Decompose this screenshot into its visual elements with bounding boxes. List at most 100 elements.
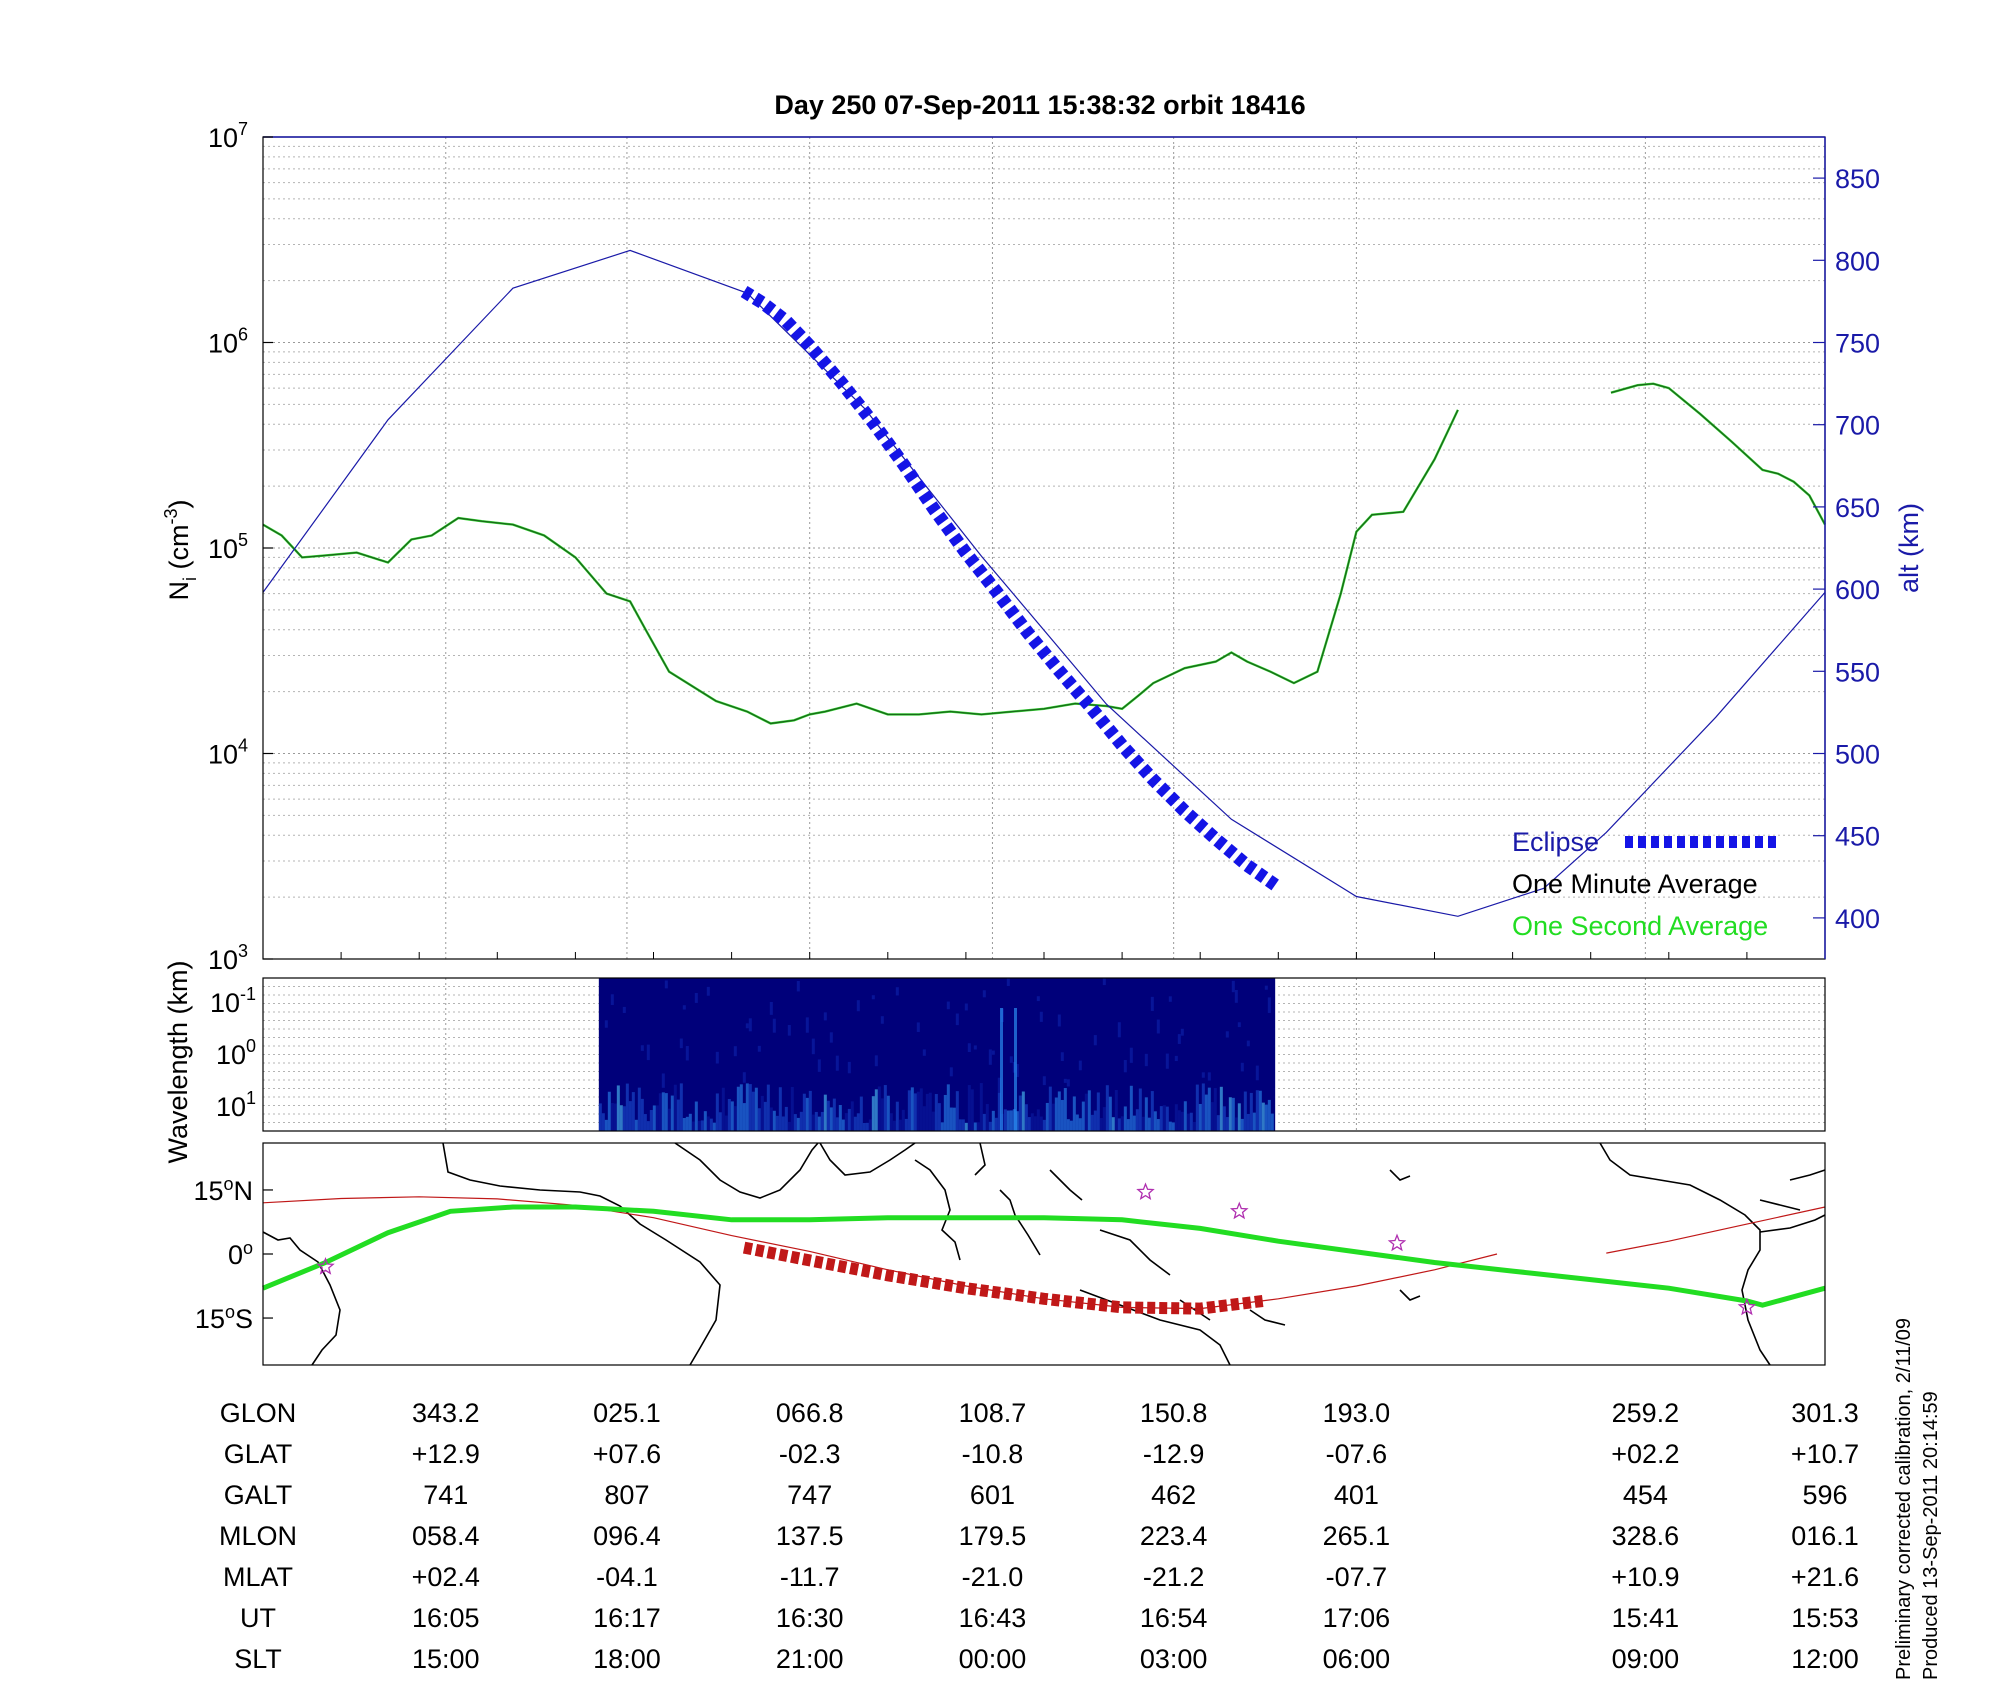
altitude-line bbox=[262, 249, 1826, 917]
spectrogram-cell bbox=[1156, 1119, 1160, 1131]
wavelength-tick-base: 10 bbox=[216, 1040, 246, 1070]
latitude-tick-hemisphere: S bbox=[235, 1304, 253, 1334]
orbit-table-cell: 328.6 bbox=[1612, 1521, 1680, 1551]
spectrogram-cell bbox=[1117, 1118, 1121, 1131]
spectrogram-cell bbox=[757, 1108, 761, 1131]
spectrogram-cell bbox=[1255, 1090, 1259, 1131]
spectrogram-cell bbox=[1159, 1106, 1163, 1131]
spectrogram-cell bbox=[781, 1116, 785, 1131]
spectrogram-cell bbox=[1084, 1093, 1088, 1131]
density-tick-exponent: 6 bbox=[238, 325, 248, 345]
density-tick-label: 104 bbox=[208, 736, 248, 770]
spectrogram-cell bbox=[682, 1005, 686, 1010]
orbit-table-cell: +02.4 bbox=[412, 1562, 480, 1592]
orbit-table-cell: 16:30 bbox=[776, 1603, 844, 1633]
coastline-path bbox=[914, 1159, 961, 1261]
density-label-unit: (cm bbox=[164, 525, 194, 577]
spectrogram-cell bbox=[967, 1085, 971, 1131]
orbit-table-cell: -02.3 bbox=[779, 1439, 841, 1469]
spectrogram-cell bbox=[1009, 1110, 1013, 1131]
one-minute-average-line bbox=[262, 409, 1459, 725]
spectrogram-cell bbox=[1114, 1089, 1118, 1131]
spectrogram-cell bbox=[1135, 1109, 1139, 1131]
spectrogram-cell bbox=[1237, 1103, 1241, 1131]
spectrogram-cell bbox=[694, 1101, 698, 1131]
altitude-tick-label: 750 bbox=[1835, 329, 1880, 359]
spectrogram-cell bbox=[847, 1108, 851, 1131]
spectrogram-cell bbox=[766, 1084, 770, 1131]
density-tick-exponent: 3 bbox=[238, 941, 248, 961]
coastline-path bbox=[674, 1142, 819, 1199]
density-label-close: ) bbox=[164, 500, 194, 509]
orbit-table-cell: 343.2 bbox=[412, 1398, 480, 1428]
spectrogram-cell bbox=[715, 1093, 719, 1131]
density-label-n: N bbox=[164, 581, 194, 601]
spectrogram-cell bbox=[1270, 1113, 1274, 1131]
spectrogram-cell bbox=[1240, 1062, 1244, 1072]
latitude-tick-hemisphere: N bbox=[234, 1176, 254, 1206]
spectrogram-cell bbox=[769, 1001, 773, 1015]
legend-one-second-label: One Second Average bbox=[1512, 911, 1768, 941]
spectrogram-cell bbox=[1249, 1092, 1253, 1131]
spectrogram-cell bbox=[745, 1083, 749, 1131]
spectrogram-cell bbox=[955, 1013, 959, 1026]
spectrogram-cell bbox=[952, 1107, 956, 1131]
spectrogram-cell bbox=[802, 1093, 806, 1131]
spectrogram-cell bbox=[745, 1023, 749, 1029]
spectrogram-cell bbox=[679, 1038, 683, 1049]
orbit-table-cell: 223.4 bbox=[1140, 1521, 1208, 1551]
latitude-tick-label: 0o bbox=[228, 1238, 253, 1270]
wavelength-tick-label: 100 bbox=[216, 1036, 256, 1070]
orbit-table-cell: 596 bbox=[1802, 1480, 1847, 1510]
orbit-table-cell: -21.0 bbox=[962, 1562, 1024, 1592]
density-tick-label: 105 bbox=[208, 530, 248, 564]
spectrogram-cell bbox=[1246, 1040, 1250, 1047]
spectrogram-cell bbox=[871, 1096, 875, 1131]
spectrogram-cell bbox=[625, 1083, 629, 1131]
spectrogram-cell bbox=[1207, 1072, 1211, 1081]
spectrogram-cell bbox=[1126, 1119, 1130, 1131]
spectrogram-cell bbox=[823, 1012, 827, 1021]
latitude-tick-label: 15oN bbox=[193, 1174, 253, 1206]
orbit-table-cell: -10.8 bbox=[962, 1439, 1024, 1469]
density-tick-exponent: 5 bbox=[238, 530, 248, 550]
spectrogram-cell bbox=[916, 1022, 920, 1032]
spectrogram-cell bbox=[772, 1018, 776, 1033]
coastline-path bbox=[1789, 1169, 1826, 1181]
altitude-tick-label: 450 bbox=[1835, 822, 1880, 852]
spectrogram-cell bbox=[922, 1106, 926, 1131]
spectrogram-cell bbox=[814, 1111, 818, 1131]
altitude-tick-label: 700 bbox=[1835, 411, 1880, 441]
spectrogram-cell bbox=[1156, 1019, 1160, 1034]
orbit-table-cell: 18:00 bbox=[593, 1644, 661, 1674]
spectrogram-cell bbox=[988, 1121, 992, 1131]
spectrogram-cell bbox=[664, 980, 668, 989]
spectrogram-cell bbox=[1105, 1085, 1109, 1131]
orbit-table-cell: +10.9 bbox=[1611, 1562, 1679, 1592]
density-axis-label: Ni (cm-3) bbox=[161, 500, 200, 601]
spectrogram-cell bbox=[790, 1086, 794, 1131]
orbit-row-label: GLAT bbox=[224, 1439, 293, 1469]
spectrogram-cell bbox=[1180, 1111, 1184, 1131]
spectrogram-cell bbox=[727, 1098, 731, 1131]
spectrogram-cell bbox=[661, 1073, 665, 1088]
spectrogram-cell bbox=[1225, 1031, 1229, 1038]
spectrogram-cell bbox=[1144, 1097, 1148, 1131]
spectrogram-cell bbox=[898, 1119, 902, 1131]
spectrogram-cell bbox=[1231, 1097, 1235, 1131]
spectrogram-cell bbox=[685, 1046, 689, 1061]
spectrogram-cell bbox=[946, 1084, 950, 1131]
spectrogram-cell bbox=[1051, 1103, 1055, 1131]
spectrogram-cell bbox=[991, 1110, 995, 1131]
orbit-row-label: MLAT bbox=[223, 1562, 293, 1592]
orbit-table-cell: 025.1 bbox=[593, 1398, 661, 1428]
spectrogram-cell bbox=[850, 1101, 854, 1131]
spectrogram-cell bbox=[739, 1084, 743, 1131]
spectrogram-cell bbox=[988, 1049, 992, 1065]
spectrogram-cell bbox=[1153, 1111, 1157, 1131]
spectrogram-cell bbox=[703, 1111, 707, 1131]
orbit-table-cell: 016.1 bbox=[1791, 1521, 1859, 1551]
latitude-tick-degree: o bbox=[243, 1238, 253, 1258]
star-marker bbox=[1737, 1297, 1757, 1316]
